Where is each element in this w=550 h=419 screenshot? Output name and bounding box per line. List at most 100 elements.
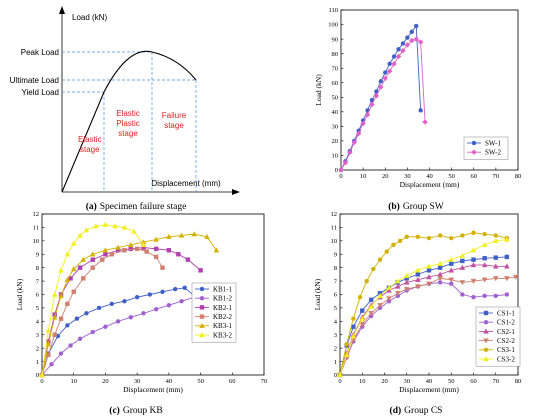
data-point-KB2-1 bbox=[128, 246, 134, 252]
data-point-CS3-2 bbox=[470, 247, 477, 253]
data-point-CS3-1 bbox=[460, 233, 465, 238]
data-point-CS1-1 bbox=[437, 265, 443, 270]
data-point-KB2-2 bbox=[100, 257, 105, 262]
x-tick-label: 0 bbox=[339, 173, 342, 180]
legend-marker-CS3-1 bbox=[483, 347, 489, 352]
data-point-CS3-1 bbox=[377, 257, 383, 262]
data-point-CS1-1 bbox=[415, 272, 421, 277]
data-point-KB3-1 bbox=[80, 256, 87, 262]
data-point-CS3-2 bbox=[386, 284, 392, 290]
data-point-KB1-2 bbox=[77, 336, 83, 341]
failure-stage-label-2: stage bbox=[164, 121, 184, 130]
data-point-CS3-1 bbox=[351, 316, 356, 321]
data-point-CS3-1 bbox=[391, 242, 396, 248]
panel-b-chart: 0 10 20 30 40 50 60 70 80 0 10 20 30 40 50 60 70 80 90 100 1… bbox=[314, 7, 521, 189]
data-point-CS1-2 bbox=[493, 293, 498, 299]
data-point-KB1-2 bbox=[179, 299, 184, 304]
data-point-SW-2 bbox=[364, 111, 371, 118]
panel-c-caption: (c) Group KB bbox=[109, 405, 162, 416]
data-point-CS1-2 bbox=[504, 292, 510, 297]
data-point-SW-2 bbox=[355, 130, 362, 137]
y-tick-label: 12 bbox=[33, 211, 40, 218]
legend-marker-KB1-2 bbox=[199, 296, 205, 301]
y-tick-label: 11 bbox=[331, 225, 337, 232]
data-point-KB3-2 bbox=[83, 227, 90, 233]
data-point-CS2-2 bbox=[470, 278, 477, 284]
data-point-KB1-2 bbox=[153, 307, 159, 312]
data-point-SW-2 bbox=[382, 75, 389, 82]
data-point-CS1-2 bbox=[471, 294, 476, 300]
data-point-KB2-2 bbox=[90, 265, 95, 270]
data-point-CS2-1 bbox=[426, 274, 432, 280]
data-point-KB1-1 bbox=[65, 323, 70, 328]
panel-d-caption: (d) Group CS bbox=[390, 405, 443, 416]
y-tick-label: 60 bbox=[332, 80, 339, 87]
panel-a-xlabel: Displacement (mm) bbox=[151, 179, 221, 188]
y-tick-label: 5 bbox=[334, 305, 337, 312]
y-tick-label: 80 bbox=[332, 51, 339, 58]
data-point-KB2-1 bbox=[153, 246, 159, 252]
panel-d-ylabel: Load (kN) bbox=[313, 278, 322, 310]
data-point-CS2-2 bbox=[426, 281, 432, 287]
legend-label-CS1-1: CS1-1 bbox=[497, 309, 515, 317]
x-tick-label: 10 bbox=[360, 173, 367, 180]
data-point-CS3-2 bbox=[395, 278, 401, 284]
data-point-KB1-2 bbox=[90, 329, 95, 335]
data-point-KB3-2 bbox=[39, 372, 45, 378]
data-point-KB1-1 bbox=[122, 299, 127, 304]
x-tick-label: 30 bbox=[404, 173, 411, 180]
data-point-KB3-1 bbox=[153, 236, 160, 242]
data-point-KB3-2 bbox=[140, 241, 147, 248]
y-tick-label: 4 bbox=[36, 319, 40, 326]
x-tick-label: 0 bbox=[338, 378, 341, 385]
data-point-KB2-1 bbox=[185, 257, 191, 262]
panel-a-ylabel: Load (kN) bbox=[72, 13, 107, 22]
data-point-SW-1 bbox=[414, 23, 419, 29]
data-point-CS3-1 bbox=[344, 341, 349, 347]
y-tick-label: 6 bbox=[36, 292, 40, 299]
data-point-KB3-1 bbox=[51, 314, 58, 320]
data-point-CS2-2 bbox=[377, 303, 383, 309]
data-point-SW-2 bbox=[400, 47, 406, 54]
data-point-KB3-1 bbox=[102, 247, 109, 253]
data-point-CS3-2 bbox=[343, 351, 350, 358]
legend-marker-SW-2 bbox=[471, 149, 477, 155]
data-point-KB2-1 bbox=[176, 252, 181, 257]
data-point-CS2-1 bbox=[492, 263, 499, 269]
data-point-CS3-2 bbox=[459, 252, 466, 258]
data-point-SW-1 bbox=[409, 29, 414, 35]
data-point-KB2-2 bbox=[109, 252, 114, 257]
data-point-CS3-1 bbox=[426, 235, 432, 241]
panel-d-xlabel: Displacement (mm) bbox=[399, 385, 459, 394]
y-tick-label: 70 bbox=[332, 65, 339, 72]
data-point-KB3-1 bbox=[204, 233, 210, 240]
legend-label-KB3-1: KB3-1 bbox=[213, 322, 233, 330]
data-point-CS2-2 bbox=[492, 276, 499, 282]
legend-marker-SW-1 bbox=[471, 140, 477, 146]
y-tick-label: 20 bbox=[332, 138, 339, 145]
data-point-SW-1 bbox=[405, 35, 410, 40]
data-point-SW-1 bbox=[378, 79, 384, 84]
data-point-KB1-1 bbox=[182, 285, 187, 290]
data-point-CS2-1 bbox=[415, 276, 421, 282]
legend-marker-CS1-1 bbox=[483, 310, 489, 316]
data-point-CS3-2 bbox=[359, 315, 366, 321]
legend-box bbox=[475, 306, 521, 367]
data-point-SW-2 bbox=[338, 167, 344, 173]
y-tick-label: 10 bbox=[331, 238, 338, 245]
data-point-CS2-2 bbox=[459, 280, 466, 286]
data-point-CS3-1 bbox=[384, 249, 389, 254]
y-tick-label: 90 bbox=[332, 36, 339, 43]
panel-b-legend: SW-1 SW-2 bbox=[463, 136, 509, 160]
legend-label-CS1-2: CS1-2 bbox=[497, 319, 515, 327]
x-tick-label: 10 bbox=[359, 378, 366, 385]
data-point-SW-2 bbox=[373, 93, 380, 99]
elastic-stage-label-2: stage bbox=[80, 145, 100, 154]
data-point-CS2-1 bbox=[448, 267, 455, 273]
data-point-KB2-1 bbox=[103, 252, 108, 257]
y-tick-label: 8 bbox=[36, 265, 39, 272]
data-point-SW-2 bbox=[360, 120, 366, 127]
y-tick-label: 5 bbox=[36, 305, 39, 312]
data-point-CS1-1 bbox=[504, 254, 510, 260]
panel-c-xlabel: Displacement (mm) bbox=[123, 385, 183, 394]
